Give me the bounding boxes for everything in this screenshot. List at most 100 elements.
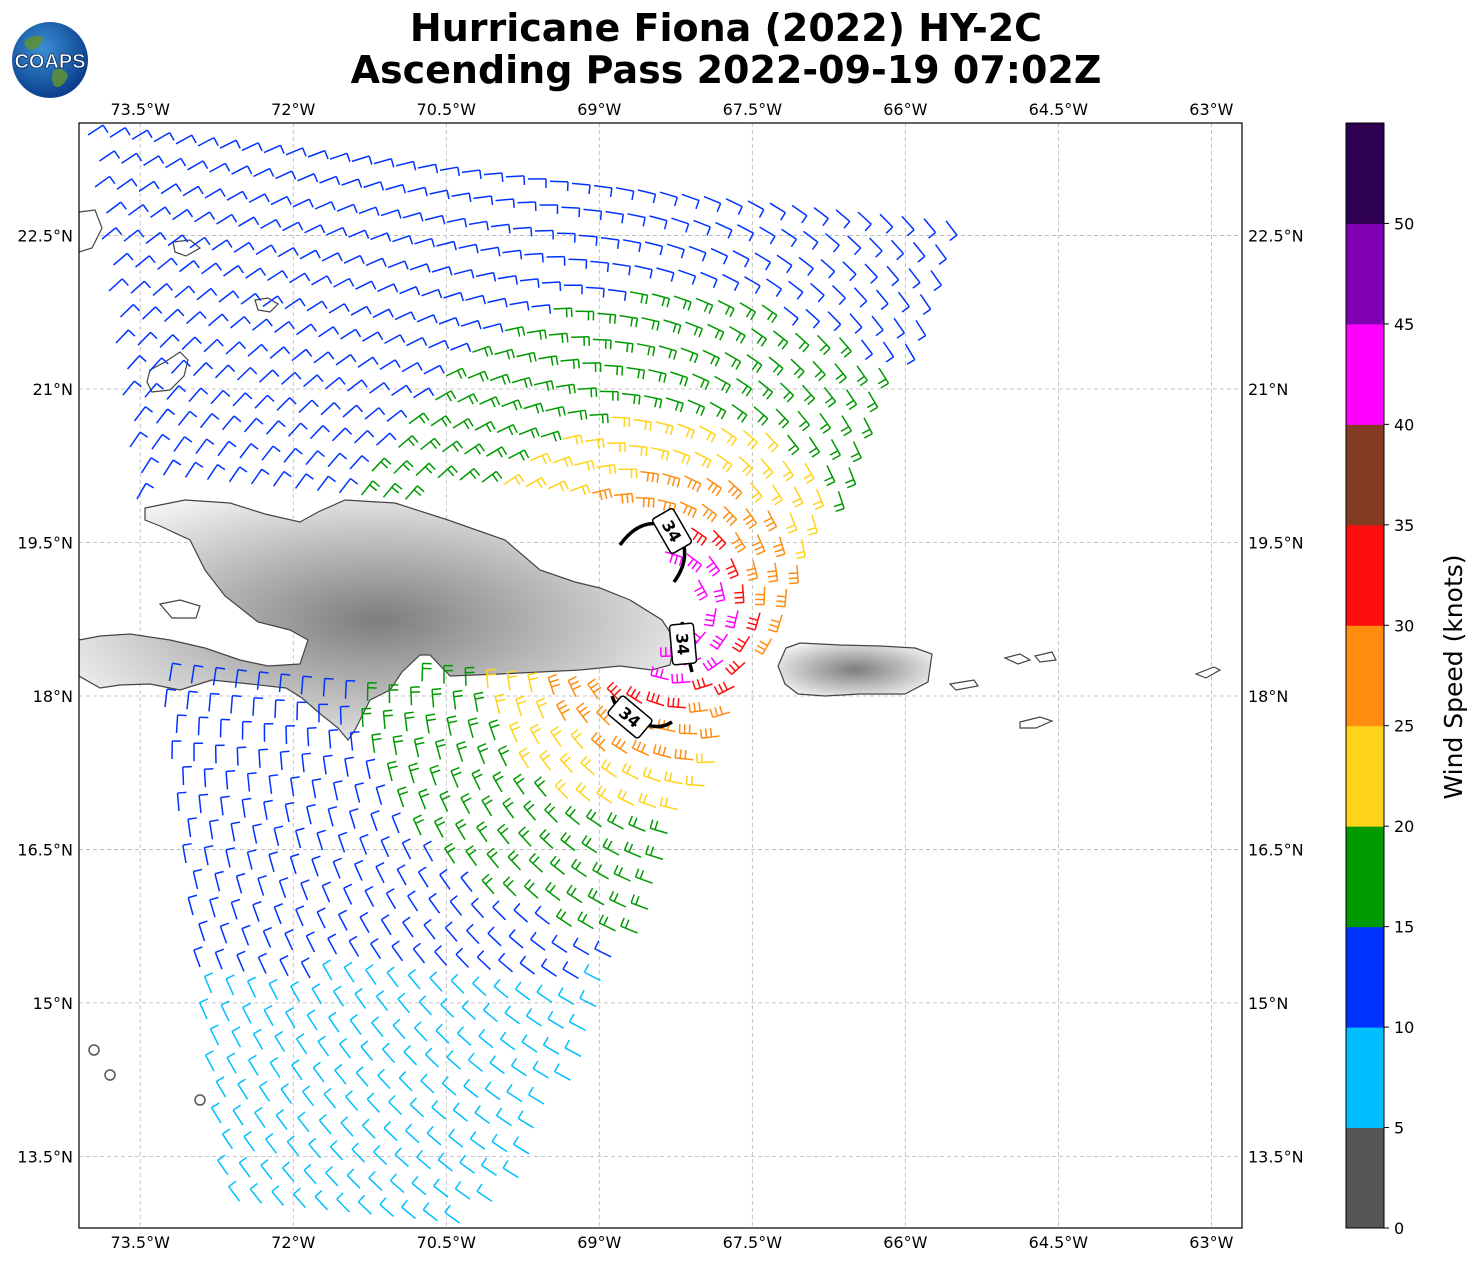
wind-barb (296, 323, 317, 336)
wind-barb (532, 1060, 549, 1079)
wind-barb (201, 262, 222, 275)
wind-barb (509, 300, 530, 311)
lon-label-bottom: 72°W (271, 1233, 315, 1252)
wind-barb (489, 1055, 505, 1075)
wind-barb (406, 336, 428, 347)
wind-barb (575, 310, 595, 321)
wind-barb (401, 361, 423, 373)
wind-barb (306, 1009, 318, 1031)
wind-barb (398, 1071, 413, 1092)
wind-barb (424, 1047, 440, 1068)
wind-barb (331, 427, 353, 442)
wind-barb (685, 775, 705, 787)
wind-barb (455, 818, 467, 840)
wind-barb (452, 1102, 468, 1122)
wind-barb (492, 900, 507, 921)
wind-barb (252, 1028, 264, 1050)
wind-barb (246, 849, 257, 870)
wind-barb (443, 664, 453, 684)
wind-barb (396, 864, 407, 886)
wind-barb (188, 387, 209, 403)
wind-barb (626, 685, 643, 705)
wind-barb (564, 1039, 582, 1058)
wind-barb (699, 727, 720, 739)
wind-barb (678, 724, 698, 735)
wind-barb (119, 303, 141, 318)
wind-barb (492, 771, 504, 793)
wind-barb (729, 325, 746, 344)
wind-barb (519, 955, 535, 975)
wind-barb (436, 240, 457, 251)
wind-barb (592, 861, 609, 880)
lat-label-right: 21°N (1248, 380, 1288, 399)
map-frame (78, 122, 1243, 1229)
wind-barb (725, 660, 746, 676)
wind-barb (275, 1109, 288, 1131)
wind-barb (868, 237, 883, 258)
wind-barb (590, 731, 606, 752)
colorbar-tick-label: 40 (1394, 415, 1414, 434)
wind-barb (644, 241, 664, 256)
wind-barb (572, 937, 590, 956)
wind-barb (305, 450, 325, 466)
wind-barb (773, 536, 786, 558)
wind-barb (801, 384, 816, 406)
wind-barb (923, 218, 937, 239)
wind-barb (641, 317, 660, 331)
calm-wind-circle (194, 1094, 206, 1106)
wind-barb (554, 778, 569, 800)
wind-barb (301, 752, 312, 773)
wind-barb (634, 868, 653, 884)
wind-barb (414, 1021, 428, 1042)
wind-barb (767, 614, 783, 633)
wind-barb (126, 355, 147, 370)
wind-barb (411, 1175, 427, 1196)
wind-barb (511, 376, 533, 388)
wind-barb (187, 894, 198, 916)
wind-barb (203, 845, 214, 866)
wind-barb (393, 460, 414, 474)
wind-barb (908, 267, 921, 289)
wind-barb (348, 808, 359, 829)
wind-barb (635, 496, 655, 508)
wind-barb (545, 405, 566, 417)
wind-barb (262, 926, 273, 948)
wind-barb (555, 699, 570, 721)
wind-barb (713, 582, 726, 603)
wind-barb (656, 267, 675, 282)
wind-barb (496, 423, 518, 436)
wind-barb (575, 781, 591, 802)
wind-barb (831, 285, 846, 306)
wind-barb (268, 774, 279, 794)
wind-barb (354, 782, 364, 803)
wind-barb (363, 181, 385, 191)
wind-barb (257, 952, 267, 974)
wind-barb (179, 260, 200, 273)
wind-barb (691, 527, 708, 546)
wind-barb (743, 430, 758, 450)
wind-barb (322, 959, 333, 981)
calm-wind-circle (88, 1044, 100, 1056)
wind-barb (453, 268, 475, 279)
wind-barb (827, 311, 842, 332)
wind-barb (357, 356, 379, 368)
wind-barb (437, 465, 458, 479)
logo-text: COAPS (14, 51, 85, 73)
wind-barb (397, 992, 411, 1014)
wind-barb (736, 377, 753, 397)
wind-barb (699, 425, 717, 443)
wind-barb (417, 866, 429, 888)
wind-barb (819, 412, 832, 434)
wind-barb (557, 987, 575, 1006)
wind-barb (347, 379, 368, 392)
wind-barb (332, 780, 343, 801)
wind-barb (269, 1056, 281, 1079)
wind-barb (137, 331, 158, 346)
wind-barb (525, 476, 547, 489)
wind-barbs (87, 124, 958, 1224)
wind-barb (768, 356, 784, 376)
wind-barb (267, 270, 289, 282)
wind-barb (655, 421, 674, 436)
wind-barb (106, 201, 127, 214)
wind-barb (159, 334, 180, 348)
